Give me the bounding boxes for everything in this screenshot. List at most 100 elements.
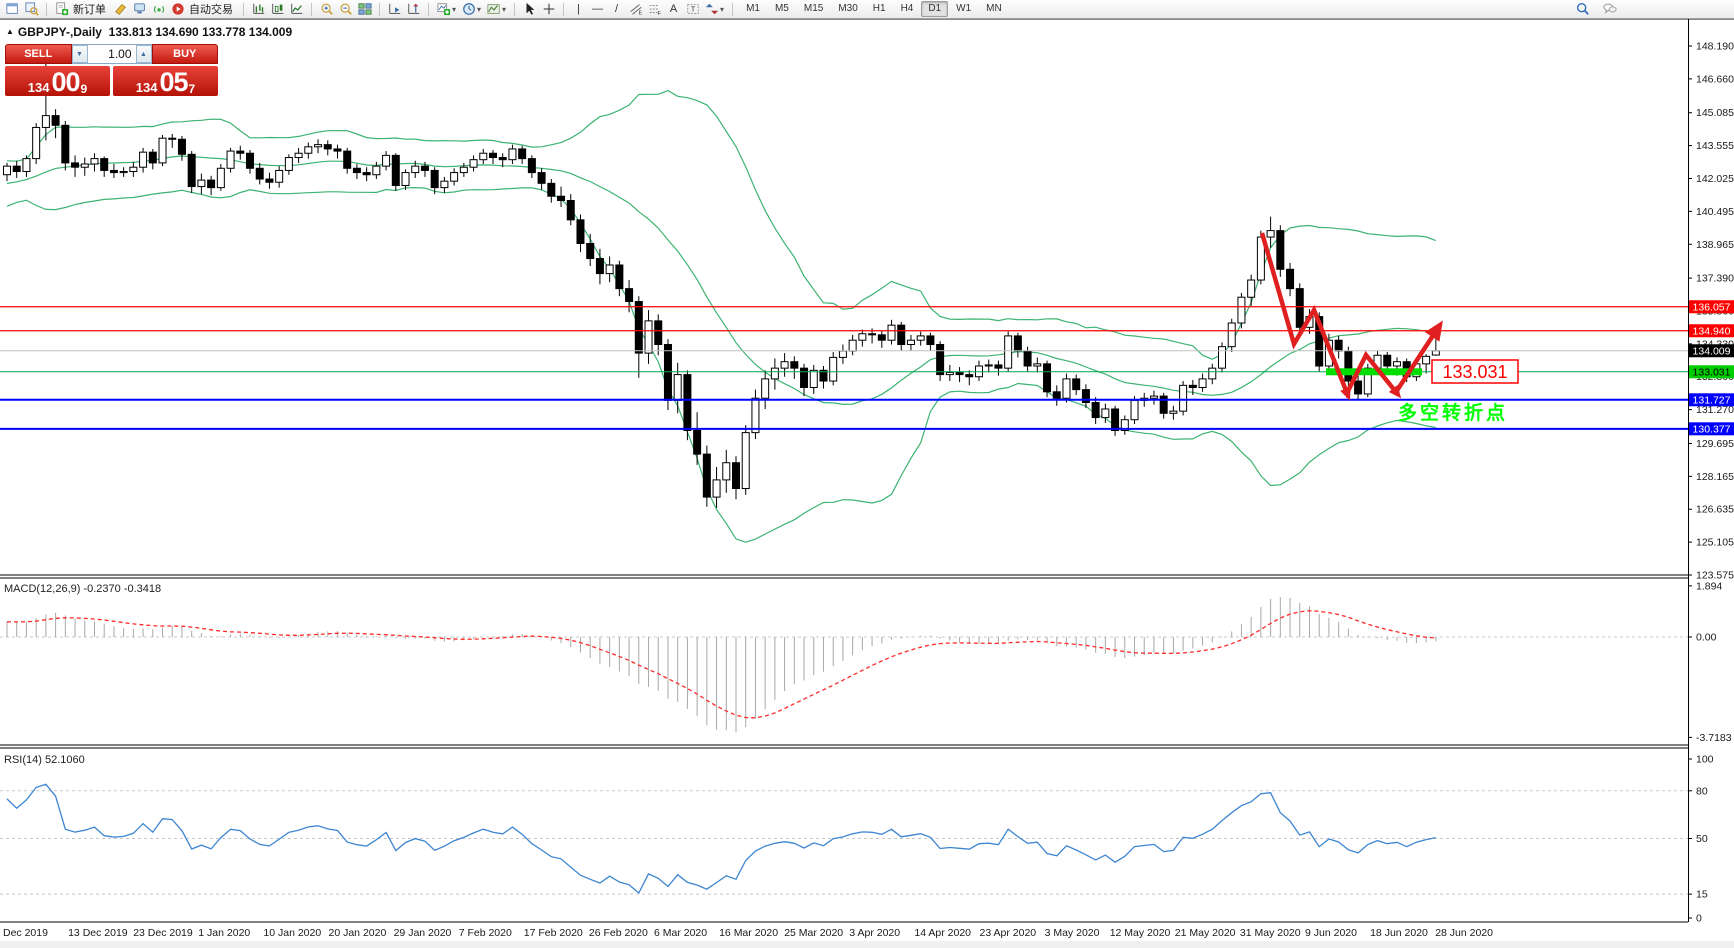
channel-tool-icon[interactable]: E xyxy=(627,1,644,17)
candle-body xyxy=(1422,355,1431,365)
candle-body xyxy=(1276,230,1285,270)
timeframe-button-h1[interactable]: H1 xyxy=(872,3,886,14)
rsi-tick-label: 15 xyxy=(1696,889,1708,901)
signals-icon[interactable] xyxy=(150,1,167,17)
candle-body xyxy=(644,320,653,354)
buy-price-tile[interactable]: 134 05 7 xyxy=(113,66,218,96)
periods-dropdown[interactable]: ▾ xyxy=(477,4,482,14)
trendline-tool-icon[interactable]: / xyxy=(615,2,619,15)
rsi-line xyxy=(6,783,1436,895)
price-tick-label: 125.105 xyxy=(1696,537,1734,549)
candle-body xyxy=(761,378,770,399)
candle-body xyxy=(1354,380,1363,395)
window-list-icon[interactable] xyxy=(4,1,21,17)
volume-decrease-button[interactable]: ▼ xyxy=(71,45,88,63)
sell-price-tile[interactable]: 134 00 9 xyxy=(5,66,110,96)
date-axis[interactable]: Dec 2019 13 Dec 2019 23 Dec 2019 1 Jan 2020… xyxy=(0,927,1734,948)
candle-body xyxy=(1004,335,1013,369)
templates-icon[interactable] xyxy=(485,1,502,17)
timeframe-button-w1[interactable]: W1 xyxy=(956,3,972,14)
text-tool-icon[interactable]: A xyxy=(669,2,678,15)
depth-of-market-icon[interactable] xyxy=(112,1,129,17)
buy-price-point: 7 xyxy=(188,82,196,96)
line-chart-mode-icon[interactable] xyxy=(288,1,305,17)
date-tick-label: 18 Jun 2020 xyxy=(1370,927,1428,939)
periods-clock-icon[interactable] xyxy=(460,1,477,17)
auto-trading-icon[interactable] xyxy=(169,1,186,17)
candle-body xyxy=(1286,268,1295,290)
auto-scroll-icon[interactable] xyxy=(386,1,403,17)
arrows-tool-icon[interactable] xyxy=(703,1,720,17)
price-label-text: 133.031 xyxy=(1442,362,1507,382)
market-watch-icon[interactable] xyxy=(23,1,40,17)
cursor-icon[interactable] xyxy=(521,1,538,17)
date-tick-label: 28 Jun 2020 xyxy=(1435,927,1493,939)
zoom-out-icon[interactable] xyxy=(337,1,354,17)
price-axis[interactable]: 148.190 146.660 145.085 143.555 142.025 140.4… xyxy=(1688,19,1734,925)
timeframe-button-m15[interactable]: M15 xyxy=(803,3,824,14)
date-tick-label: 7 Feb 2020 xyxy=(459,927,512,939)
sell-price-figure: 134 xyxy=(27,80,50,95)
new-order-label[interactable]: 新订单 xyxy=(73,4,106,16)
new-order-icon[interactable] xyxy=(53,1,70,17)
price-tick-label: 138.965 xyxy=(1696,239,1734,251)
toolbar-separator xyxy=(514,2,516,16)
buy-button[interactable]: BUY xyxy=(151,44,218,64)
candle-body xyxy=(1159,395,1168,414)
rsi-tick-label: 0 xyxy=(1696,913,1702,925)
timeframe-button-m30[interactable]: M30 xyxy=(838,3,858,14)
horizontal-line-tool-icon[interactable]: — xyxy=(592,2,604,15)
candle-chart-mode-icon[interactable] xyxy=(269,1,286,17)
candle-body xyxy=(352,167,361,174)
date-tick-label: 9 Jun 2020 xyxy=(1305,927,1357,939)
indicators-icon[interactable] xyxy=(435,1,452,17)
chart-shift-icon[interactable] xyxy=(405,1,422,17)
price-tick-label: 140.495 xyxy=(1696,206,1734,218)
zigzag-arrowhead xyxy=(1388,384,1402,399)
text-label-tool-icon[interactable]: T xyxy=(684,1,701,17)
sell-button[interactable]: SELL xyxy=(5,44,72,64)
candle-body xyxy=(323,144,332,150)
price-marker-badge xyxy=(1689,324,1734,338)
search-icon[interactable] xyxy=(1574,1,1591,17)
timeframe-button-m5[interactable]: M5 xyxy=(774,3,789,14)
candle-body xyxy=(838,350,847,358)
candle-body xyxy=(80,163,89,168)
chat-icon[interactable] xyxy=(1601,1,1618,17)
rsi-tick-label: 100 xyxy=(1696,754,1714,766)
macd-label: MACD(12,26,9) -0.2370 -0.3418 xyxy=(4,583,161,595)
candle-body xyxy=(965,374,974,378)
tile-windows-icon[interactable] xyxy=(356,1,373,17)
candle-body xyxy=(897,324,906,346)
auto-trading-label[interactable]: 自动交易 xyxy=(189,4,233,16)
timeframe-button-m1[interactable]: M1 xyxy=(746,3,760,14)
annotations[interactable]: 133.031 多空转折点 xyxy=(1259,232,1519,424)
candle-body xyxy=(22,158,31,173)
candle-body xyxy=(547,182,556,197)
bar-chart-mode-icon[interactable] xyxy=(250,1,267,17)
arrows-dropdown[interactable]: ▾ xyxy=(720,4,725,14)
date-tick-label: 6 Mar 2020 xyxy=(654,927,707,939)
candle-body xyxy=(1315,316,1324,367)
price-tick-label: 137.390 xyxy=(1696,273,1734,285)
indicators-dropdown[interactable]: ▾ xyxy=(452,4,457,14)
volume-increase-button[interactable]: ▲ xyxy=(135,45,152,63)
timeframe-button-d1[interactable]: D1 xyxy=(921,1,949,17)
candle-body xyxy=(858,333,867,341)
vertical-line-tool-icon[interactable]: | xyxy=(577,2,580,15)
crosshair-icon[interactable] xyxy=(540,1,557,17)
date-tick-label: 23 Apr 2020 xyxy=(980,927,1037,939)
zoom-in-icon[interactable] xyxy=(318,1,335,17)
timeframe-button-mn[interactable]: MN xyxy=(986,3,1002,14)
candle-body xyxy=(984,364,993,367)
timeframe-button-h4[interactable]: H4 xyxy=(900,3,914,14)
timeframe-group: M1 M5 M15 M30 H1 H4 D1 W1 MN xyxy=(739,1,1009,17)
terminal-icon[interactable] xyxy=(131,1,148,17)
volume-input[interactable] xyxy=(87,45,136,63)
horizontal-level-lines[interactable] xyxy=(0,306,1688,430)
templates-dropdown[interactable]: ▾ xyxy=(502,4,507,14)
candle-body xyxy=(372,165,381,176)
fibonacci-tool-icon[interactable]: F xyxy=(646,1,663,17)
